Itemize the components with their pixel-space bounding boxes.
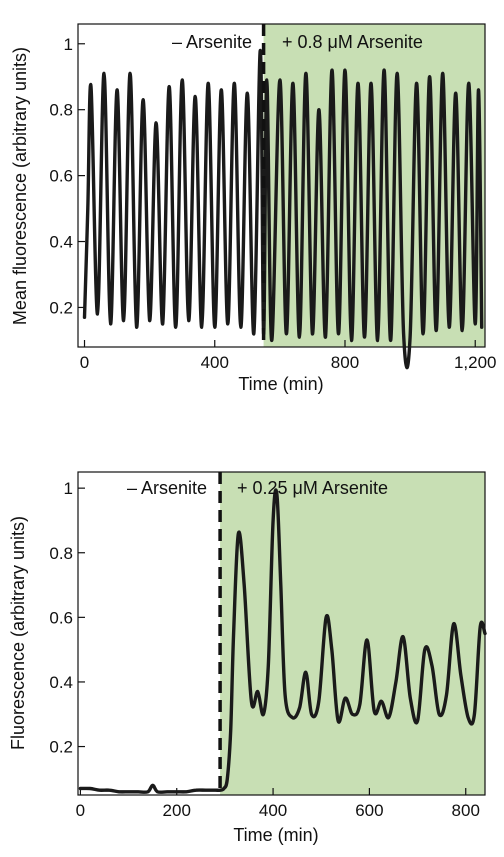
x-tick-label-top: 800 <box>331 353 359 372</box>
x-tick-label-top: 0 <box>80 353 89 372</box>
panel-bottom: 0 200 400 600 800 0.2 0.4 0.6 0.8 1 – Arsenite + … <box>8 471 487 845</box>
y-tick-label-bottom: 1 <box>64 479 73 498</box>
x-tick-label-bottom: 200 <box>163 801 191 820</box>
y-axis-title-top: Mean fluorescence (arbitrary units) <box>10 47 30 325</box>
annotation-before-bottom: – Arsenite <box>127 478 207 498</box>
series-line-bottom <box>78 488 487 794</box>
x-axis-title-top: Time (min) <box>238 374 323 394</box>
y-tick-label-bottom: 0.6 <box>49 608 73 627</box>
y-tick-label-top: 0.4 <box>49 233 73 252</box>
data-series-bottom <box>78 488 487 794</box>
x-tick-label-bottom: 600 <box>355 801 383 820</box>
y-tick-label-bottom: 0.8 <box>49 544 73 563</box>
annotation-before-top: – Arsenite <box>172 32 252 52</box>
y-tick-label-top: 0.2 <box>49 298 73 317</box>
y-tick-label-top: 0.8 <box>49 101 73 120</box>
axis-ticks-top: 0 400 800 1,200 0.2 0.4 0.6 0.8 1 <box>49 35 496 372</box>
data-series-top <box>82 48 484 370</box>
x-axis-title-bottom: Time (min) <box>233 825 318 845</box>
y-tick-label-bottom: 0.2 <box>49 738 73 757</box>
series-line-top <box>82 48 484 370</box>
y-tick-label-top: 1 <box>64 35 73 54</box>
x-tick-label-bottom: 800 <box>452 801 480 820</box>
x-tick-label-bottom: 0 <box>76 801 85 820</box>
axis-ticks-bottom: 0 200 400 600 800 0.2 0.4 0.6 0.8 1 <box>49 479 480 820</box>
y-axis-title-bottom: Fluorescence (arbitrary units) <box>8 516 28 750</box>
y-tick-label-top: 0.6 <box>49 167 73 186</box>
treatment-shading-bottom <box>220 472 486 795</box>
x-tick-label-top: 1,200 <box>454 353 497 372</box>
y-tick-label-bottom: 0.4 <box>49 673 73 692</box>
x-tick-label-top: 400 <box>201 353 229 372</box>
x-tick-label-bottom: 400 <box>259 801 287 820</box>
panel-top: 0 400 800 1,200 0.2 0.4 0.6 0.8 1 – Arsenite + 0… <box>10 23 497 394</box>
annotation-after-bottom: + 0.25 μM Arsenite <box>237 478 388 498</box>
plot-frame-top <box>77 23 486 348</box>
annotation-after-top: + 0.8 μM Arsenite <box>282 32 423 52</box>
